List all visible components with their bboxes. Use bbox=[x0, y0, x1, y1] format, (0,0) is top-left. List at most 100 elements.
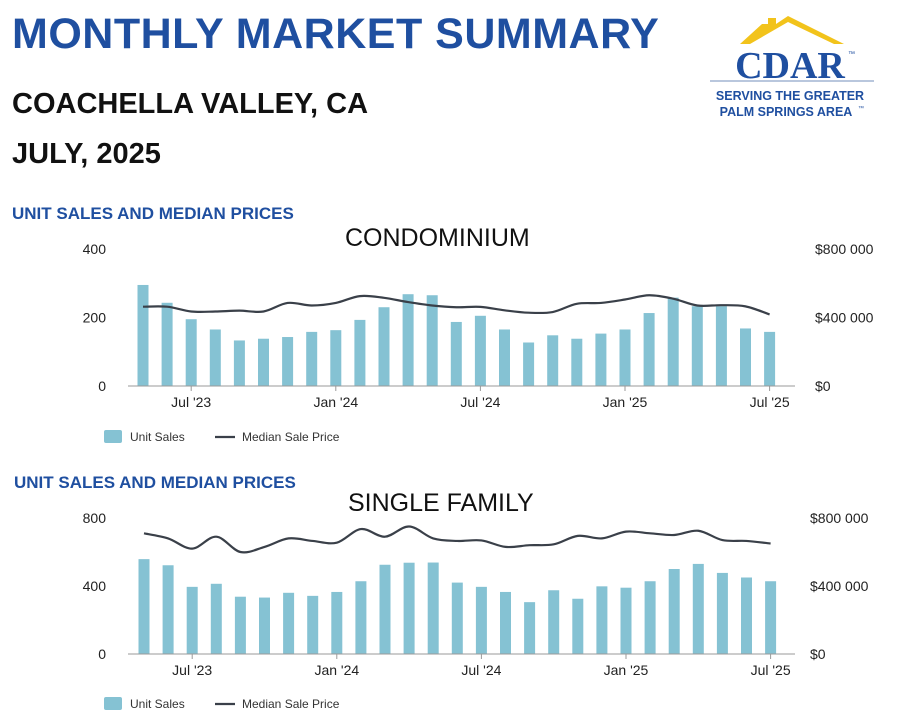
x-tick-label: Jul '24 bbox=[460, 394, 500, 410]
x-tick-label: Jan '24 bbox=[313, 394, 358, 410]
unit-sales-bar bbox=[306, 331, 318, 386]
legend-median-price-label: Median Sale Price bbox=[242, 430, 340, 444]
unit-sales-bar bbox=[185, 319, 197, 386]
unit-sales-bar bbox=[402, 294, 414, 386]
unit-sales-bar bbox=[331, 591, 343, 654]
x-tick-label: Jul '25 bbox=[751, 662, 791, 678]
logo-tm-2: ™ bbox=[858, 105, 864, 112]
x-tick-label: Jul '25 bbox=[750, 394, 790, 410]
x-tick-label: Jan '24 bbox=[314, 662, 359, 678]
unit-sales-bar bbox=[234, 596, 246, 654]
unit-sales-bar bbox=[571, 338, 583, 386]
y-left-tick-label: 400 bbox=[83, 241, 107, 257]
legend-median-price-label: Median Sale Price bbox=[242, 697, 340, 711]
unit-sales-bar bbox=[450, 321, 462, 386]
unit-sales-bar bbox=[691, 306, 703, 386]
unit-sales-bar bbox=[715, 306, 727, 386]
condo-chart: 0 200 400 $0 $400 000 $800 000 Jul '23 Jan '24 J… bbox=[83, 241, 874, 444]
median-sale-price-line bbox=[142, 294, 770, 316]
unit-sales-bar bbox=[379, 564, 391, 654]
logo-wordmark: CDAR bbox=[735, 45, 845, 87]
unit-sales-bar bbox=[547, 335, 559, 386]
y-right-tick-label: $400 000 bbox=[810, 578, 869, 594]
unit-sales-bar bbox=[282, 337, 294, 386]
x-tick-label: Jul '23 bbox=[171, 394, 211, 410]
y-right-tick-label: $400 000 bbox=[815, 310, 874, 326]
unit-sales-bar bbox=[523, 342, 535, 386]
unit-sales-bar bbox=[667, 297, 679, 386]
unit-sales-bar bbox=[740, 328, 751, 386]
y-left-tick-label: 200 bbox=[83, 310, 107, 326]
unit-sales-bar bbox=[619, 329, 631, 386]
unit-sales-bar bbox=[259, 597, 270, 654]
unit-sales-bar bbox=[307, 595, 319, 654]
unit-sales-bar bbox=[475, 586, 487, 654]
condo-section-label: UNIT SALES AND MEDIAN PRICES bbox=[12, 204, 294, 223]
unit-sales-bar bbox=[620, 587, 632, 654]
region-label: COACHELLA VALLEY, CA bbox=[12, 88, 369, 120]
unit-sales-bar bbox=[330, 330, 342, 386]
unit-sales-bar bbox=[474, 315, 486, 386]
unit-sales-bar bbox=[524, 602, 536, 654]
unit-sales-bar bbox=[233, 340, 245, 386]
y-right-tick-label: $0 bbox=[815, 378, 831, 394]
y-left-tick-label: 400 bbox=[83, 578, 107, 594]
unit-sales-bar bbox=[595, 333, 607, 386]
unit-sales-bar bbox=[209, 329, 221, 386]
unit-sales-bar bbox=[258, 338, 269, 386]
y-right-tick-label: $800 000 bbox=[810, 510, 869, 526]
legend-unit-sales-label: Unit Sales bbox=[130, 697, 185, 711]
y-left-tick-label: 0 bbox=[98, 378, 106, 394]
unit-sales-bar bbox=[354, 319, 366, 386]
unit-sales-bar bbox=[572, 598, 584, 654]
y-right-tick-label: $800 000 bbox=[815, 241, 874, 257]
sfr-section-label: UNIT SALES AND MEDIAN PRICES bbox=[14, 473, 296, 492]
page-title: MONTHLY MARKET SUMMARY bbox=[12, 10, 660, 58]
legend-unit-sales-swatch bbox=[104, 697, 122, 710]
unit-sales-bar bbox=[210, 583, 222, 654]
y-left-tick-label: 800 bbox=[83, 510, 107, 526]
unit-sales-bar bbox=[596, 586, 608, 654]
unit-sales-bar bbox=[426, 295, 438, 386]
logo-tagline-1: SERVING THE GREATER bbox=[716, 89, 864, 103]
unit-sales-bar bbox=[162, 565, 174, 654]
unit-sales-bar bbox=[161, 302, 173, 386]
cdar-logo: CDAR ™ SERVING THE GREATER PALM SPRINGS … bbox=[710, 16, 874, 119]
legend-unit-sales-swatch bbox=[104, 430, 122, 443]
sfr-chart-title: SINGLE FAMILY bbox=[348, 489, 534, 517]
x-tick-label: Jan '25 bbox=[604, 662, 649, 678]
sfr-chart: 0 400 800 $0 $400 000 $800 000 Jul '23 Jan '24 J… bbox=[83, 510, 869, 711]
unit-sales-bar bbox=[451, 582, 463, 654]
median-sale-price-line bbox=[143, 525, 771, 554]
logo-tm: ™ bbox=[848, 51, 855, 58]
unit-sales-bar bbox=[378, 307, 390, 386]
x-tick-label: Jul '24 bbox=[461, 662, 501, 678]
unit-sales-bar bbox=[500, 591, 511, 654]
unit-sales-bar bbox=[499, 329, 510, 386]
unit-sales-bar bbox=[355, 581, 367, 654]
period-label: JULY, 2025 bbox=[12, 138, 161, 170]
y-left-tick-label: 0 bbox=[98, 646, 106, 662]
unit-sales-bar bbox=[644, 581, 656, 654]
roof-icon bbox=[740, 16, 844, 44]
unit-sales-bar bbox=[137, 284, 149, 386]
unit-sales-bar bbox=[765, 581, 777, 654]
y-right-tick-label: $0 bbox=[810, 646, 826, 662]
unit-sales-bar bbox=[548, 590, 560, 654]
unit-sales-bar bbox=[668, 569, 680, 654]
legend-unit-sales-label: Unit Sales bbox=[130, 430, 185, 444]
unit-sales-bar bbox=[692, 563, 704, 654]
logo-tagline-2: PALM SPRINGS AREA bbox=[720, 105, 853, 119]
unit-sales-bar bbox=[764, 331, 776, 386]
x-tick-label: Jan '25 bbox=[603, 394, 648, 410]
unit-sales-bar bbox=[138, 559, 150, 654]
unit-sales-bar bbox=[643, 313, 655, 386]
unit-sales-bar bbox=[716, 572, 728, 654]
condo-chart-title: CONDOMINIUM bbox=[345, 224, 530, 252]
unit-sales-bar bbox=[403, 562, 415, 654]
x-tick-label: Jul '23 bbox=[172, 662, 212, 678]
unit-sales-bar bbox=[741, 577, 752, 654]
unit-sales-bar bbox=[283, 592, 295, 654]
unit-sales-bar bbox=[186, 586, 198, 654]
unit-sales-bar bbox=[427, 562, 439, 654]
